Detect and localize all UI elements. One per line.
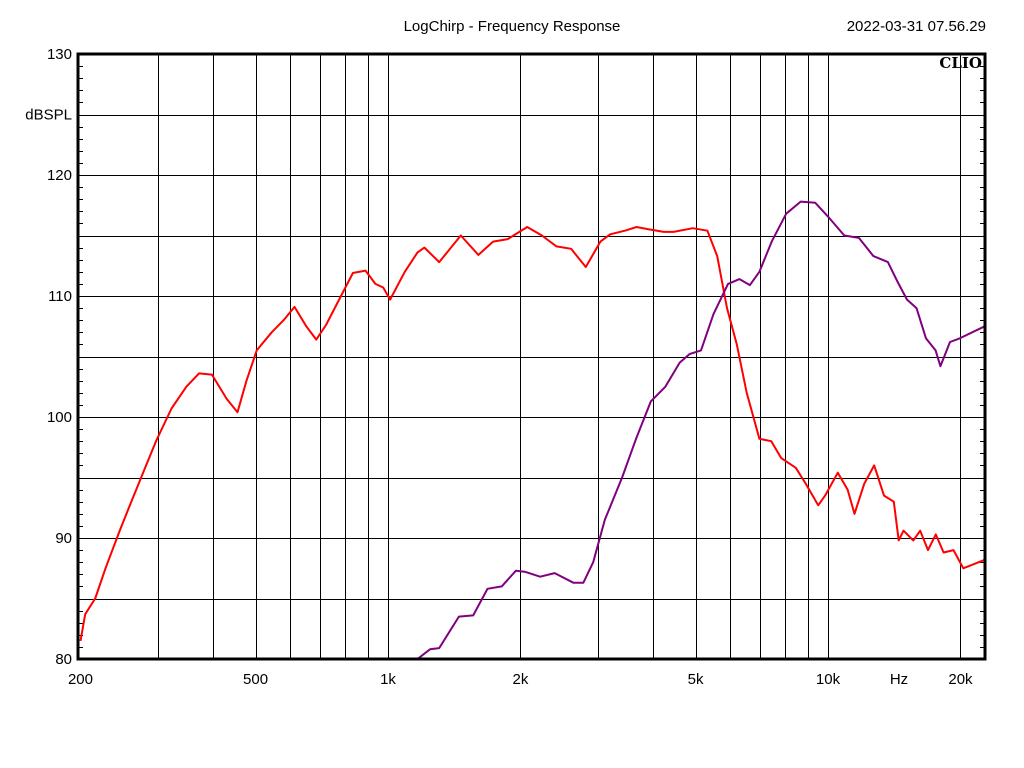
y-tick-label: 120: [47, 167, 72, 184]
x-tick-label: 5k: [688, 671, 704, 688]
x-tick-label: 200: [68, 671, 93, 688]
y-axis-labels: 130 dBSPL 120 110 100 90 80: [25, 46, 72, 668]
y-tick-label: 80: [55, 651, 72, 668]
y-tick-label: 110: [48, 288, 72, 305]
y-tick-label: 100: [47, 409, 72, 426]
x-tick-label: 1k: [380, 671, 396, 688]
y-tick-label: dBSPL: [25, 107, 72, 124]
grid-lines: [78, 54, 985, 659]
purple-trace: [416, 200, 986, 660]
clio-logo: CLIO: [939, 54, 982, 72]
traces: [79, 200, 986, 660]
y-tick-label: 130: [47, 46, 72, 63]
red-trace: [79, 226, 986, 642]
x-tick-label: Hz: [890, 671, 908, 688]
timestamp: 2022-03-31 07.56.29: [846, 18, 986, 35]
plot-frame: [76, 52, 987, 661]
x-tick-label: 500: [243, 671, 268, 688]
x-tick-label: 10k: [816, 671, 841, 688]
y-tick-label: 90: [55, 530, 72, 547]
x-axis-labels: 200 500 1k 2k 5k 10k Hz 20k: [68, 671, 973, 688]
x-tick-label: 2k: [513, 671, 529, 688]
chart-title: LogChirp - Frequency Response: [403, 18, 621, 35]
x-tick-label: 20k: [948, 671, 973, 688]
